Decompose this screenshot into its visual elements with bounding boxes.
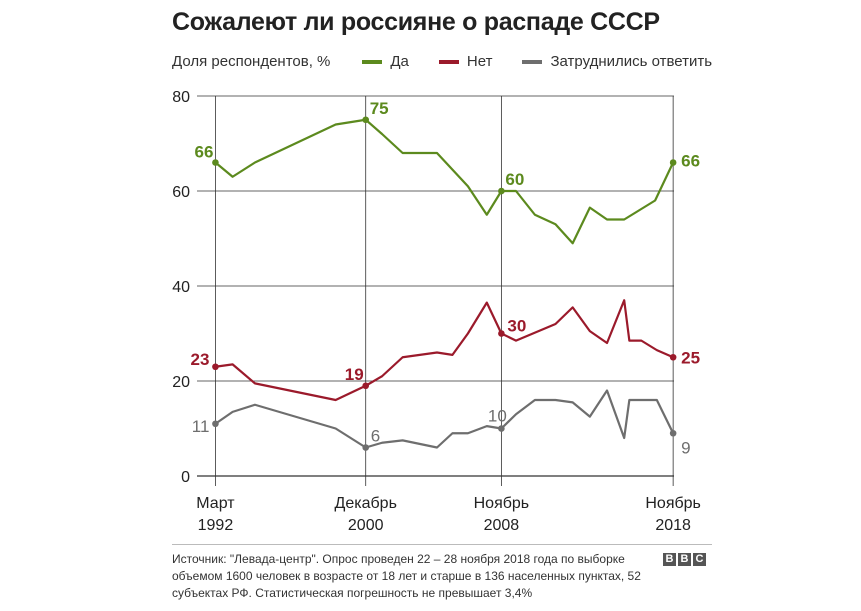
data-label-no: 19: [345, 365, 364, 384]
footer-divider: [172, 544, 712, 545]
bbc-logo: B B C: [663, 553, 708, 566]
data-point-yes: [212, 159, 219, 166]
data-label-unsure: 10: [488, 407, 507, 426]
data-point-yes: [669, 159, 677, 166]
legend-label-unsure: Затруднились ответить: [550, 53, 713, 70]
data-point-yes: [498, 187, 505, 195]
bbc-logo-letter: C: [693, 553, 706, 566]
legend-label-no: Нет: [466, 53, 493, 70]
chart-legend: Доля респондентов, % Да Нет Затруднились…: [172, 53, 742, 70]
legend-swatch-yes: [362, 59, 383, 64]
series-line-no: [215, 299, 674, 402]
data-point-unsure: [669, 429, 677, 437]
data-point-no: [212, 363, 219, 371]
legend-item-unsure: Затруднились ответить: [522, 53, 712, 70]
series-line-unsure: [214, 389, 675, 449]
data-label-no: 25: [681, 348, 700, 367]
data-point-no: [669, 353, 677, 361]
x-tick-label: Ноябрь: [645, 495, 701, 512]
x-tick-label: 2000: [348, 517, 384, 534]
data-point-yes: [362, 116, 370, 124]
data-label-yes: 66: [195, 143, 214, 162]
y-axis-label: Доля респондентов, %: [172, 53, 331, 70]
x-tick-label: Ноябрь: [474, 495, 530, 512]
data-label-no: 23: [191, 350, 210, 369]
x-tick-label: Декабрь: [335, 495, 397, 512]
legend-swatch-unsure: [522, 59, 543, 64]
x-tick-label: Март: [196, 495, 235, 512]
data-label-unsure: 9: [681, 438, 690, 457]
legend-swatch-no: [438, 59, 459, 64]
x-tick-label: 2008: [484, 517, 520, 534]
data-label-yes: 75: [370, 99, 389, 118]
data-label-no: 30: [507, 317, 526, 336]
legend-item-no: Нет: [438, 53, 493, 70]
data-point-unsure: [212, 420, 219, 428]
data-label-yes: 60: [505, 170, 524, 189]
data-label-unsure: 6: [371, 427, 380, 446]
series-line-yes: [214, 118, 675, 245]
data-point-no: [498, 330, 505, 337]
y-tick-label: 80: [172, 89, 190, 106]
y-tick-label: 20: [172, 374, 190, 391]
x-tick-label: 2018: [655, 517, 691, 534]
legend-label-yes: Да: [390, 53, 409, 70]
y-tick-label: 0: [181, 469, 190, 486]
source-note: Источник: "Левада-центр". Опрос проведен…: [172, 552, 641, 600]
data-point-no: [362, 382, 370, 390]
x-tick-label: 1992: [198, 517, 234, 534]
y-tick-label: 60: [172, 184, 190, 201]
data-label-unsure: 11: [192, 417, 210, 436]
bbc-logo-letter: B: [678, 553, 691, 566]
data-label-yes: 66: [681, 152, 700, 171]
y-tick-label: 40: [172, 279, 190, 296]
legend-item-yes: Да: [362, 53, 409, 70]
data-point-unsure: [362, 444, 370, 451]
chart-title: Сожалеют ли россияне о распаде СССР: [172, 8, 660, 36]
data-point-unsure: [498, 425, 505, 432]
line-chart: 0 20 40 60 80 Март 1992 Декабрь 2000 Ноябрь 2008 Но…: [172, 89, 701, 534]
bbc-logo-letter: B: [663, 553, 676, 566]
